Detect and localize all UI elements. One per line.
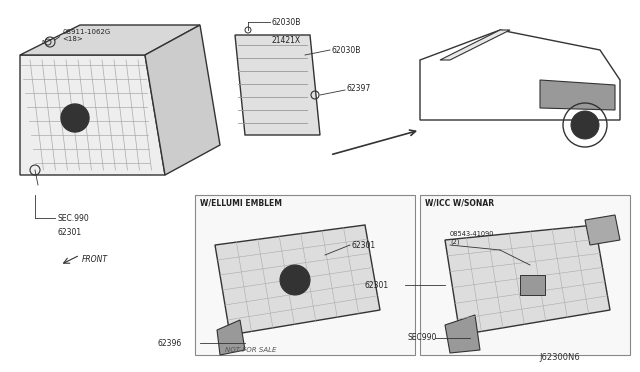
Polygon shape <box>585 215 620 245</box>
Text: 62396: 62396 <box>157 339 181 347</box>
Text: 08543-41090
(2): 08543-41090 (2) <box>450 231 495 245</box>
Polygon shape <box>145 25 220 175</box>
Circle shape <box>65 108 85 128</box>
Polygon shape <box>215 225 380 335</box>
Bar <box>520 275 545 295</box>
Polygon shape <box>540 80 615 110</box>
Text: W/ICC W/SONAR: W/ICC W/SONAR <box>425 199 494 208</box>
Polygon shape <box>445 315 480 353</box>
Text: 08911-1062G
<18>: 08911-1062G <18> <box>62 29 110 42</box>
Text: 62030B: 62030B <box>332 45 362 55</box>
Text: FRONT: FRONT <box>82 256 108 264</box>
Text: J62300N6: J62300N6 <box>540 353 580 362</box>
Polygon shape <box>235 35 320 135</box>
Text: 62301: 62301 <box>352 241 376 250</box>
Circle shape <box>280 265 310 295</box>
Text: SEC990: SEC990 <box>408 334 437 343</box>
Text: 62301: 62301 <box>365 280 389 289</box>
Text: N: N <box>42 39 46 45</box>
Polygon shape <box>20 55 165 175</box>
Polygon shape <box>217 320 245 355</box>
Polygon shape <box>440 30 510 60</box>
Text: 62030B: 62030B <box>272 17 301 26</box>
Text: 21421X: 21421X <box>272 35 301 45</box>
Text: W/ELLUMI EMBLEM: W/ELLUMI EMBLEM <box>200 199 282 208</box>
Polygon shape <box>445 225 610 335</box>
Bar <box>420 195 630 355</box>
Circle shape <box>285 270 305 290</box>
Text: 62397: 62397 <box>347 83 371 93</box>
Bar <box>195 195 415 355</box>
Polygon shape <box>20 25 200 55</box>
Text: NOT FOR SALE: NOT FOR SALE <box>225 347 276 353</box>
Circle shape <box>571 111 599 139</box>
Text: 62301: 62301 <box>57 228 81 237</box>
Circle shape <box>61 104 89 132</box>
Text: SEC.990: SEC.990 <box>57 214 89 222</box>
